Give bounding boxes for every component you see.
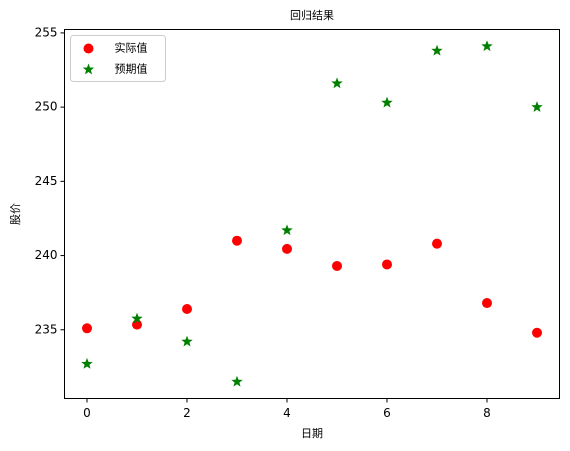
star-marker [181,335,193,347]
circle-marker [182,303,192,314]
x-tick-label: 6 [383,406,391,420]
circle-marker [83,43,94,54]
star-marker [381,96,393,108]
star-marker [481,40,493,52]
circle-marker [232,235,242,246]
star-marker [331,77,343,89]
x-tick-label: 0 [83,406,91,420]
circle-marker [332,260,342,271]
circle-marker [282,243,292,254]
star-marker [82,63,95,75]
x-axis-label: 日期 [301,427,323,440]
legend-label: 预期值 [115,63,148,76]
star-marker [431,44,443,56]
y-tick-label: 255 [35,25,58,39]
circle-marker [482,298,492,309]
star-marker [81,357,93,369]
y-axis-label: 股价 [9,203,22,225]
x-tick-label: 2 [183,406,191,420]
legend-label: 实际值 [115,41,148,55]
star-marker [131,312,143,324]
circle-marker [382,259,392,270]
plot-frame [64,29,560,399]
y-tick-label: 240 [35,248,58,262]
legend-box [70,35,166,82]
chart-title: 回归结果 [290,8,334,22]
x-tick-label: 4 [283,406,291,420]
circle-marker [532,327,542,338]
x-tick-label: 8 [483,406,491,420]
y-tick-label: 235 [35,322,58,336]
star-marker [531,101,543,112]
circle-marker [432,238,442,249]
star-marker [231,375,243,387]
star-marker [281,224,293,236]
y-tick-label: 250 [35,100,58,114]
y-tick-label: 245 [35,174,58,188]
circle-marker [82,323,92,334]
